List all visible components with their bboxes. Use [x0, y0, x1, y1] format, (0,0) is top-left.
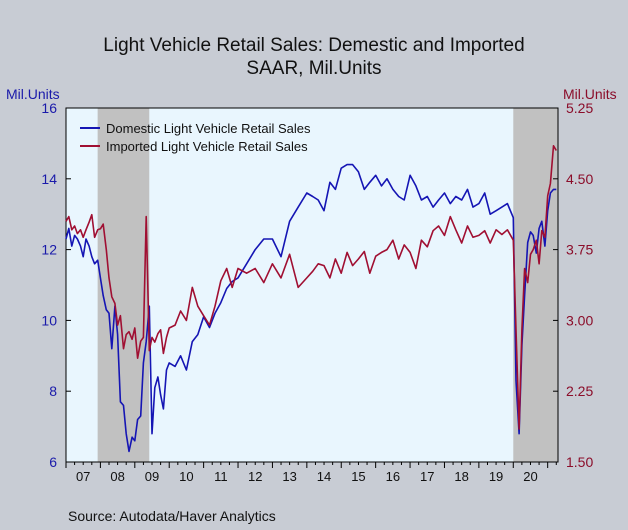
- right-axis-tick-label-1: 2.25: [566, 383, 593, 399]
- right-axis-tick-label-3: 3.75: [566, 242, 593, 258]
- chart-subtitle: SAAR, Mil.Units: [246, 58, 382, 79]
- right-axis-unit-label: Mil.Units: [563, 86, 617, 102]
- x-axis-tick-label-9: 16: [386, 469, 400, 484]
- x-axis-tick-label-1: 08: [110, 469, 124, 484]
- plot-frame: [65, 107, 559, 463]
- legend-label-1: Imported Light Vehicle Retail Sales: [106, 139, 308, 154]
- left-axis-tick-label-0: 6: [49, 454, 57, 470]
- left-axis-tick-label-2: 10: [41, 312, 57, 328]
- x-axis-tick-label-10: 17: [420, 469, 434, 484]
- left-axis-tick-label-1: 8: [49, 383, 57, 399]
- legend-label-0: Domestic Light Vehicle Retail Sales: [106, 121, 311, 136]
- left-axis-tick-label-5: 16: [41, 100, 57, 116]
- x-axis-tick-label-7: 14: [317, 469, 331, 484]
- right-axis-tick-label-5: 5.25: [566, 100, 593, 116]
- right-axis-tick-label-4: 4.50: [566, 171, 593, 187]
- domestic-sales-line: [65, 163, 557, 453]
- x-axis-tick-label-6: 13: [282, 469, 296, 484]
- x-axis-tick-label-11: 18: [454, 469, 468, 484]
- x-axis-tick-label-4: 11: [214, 469, 228, 484]
- x-axis-tick-label-3: 10: [179, 469, 193, 484]
- x-axis-tick-label-8: 15: [351, 469, 365, 484]
- left-axis-tick-label-3: 12: [41, 242, 57, 258]
- chart-title-main: Light Vehicle Retail Sales: Demestic and…: [103, 35, 525, 56]
- right-axis-tick-label-2: 3.00: [566, 312, 593, 328]
- right-axis-tick-label-0: 1.50: [566, 454, 593, 470]
- x-axis-tick-label-0: 07: [76, 469, 90, 484]
- x-axis-tick-label-5: 12: [248, 469, 262, 484]
- x-axis-tick-label-12: 19: [489, 469, 503, 484]
- chart-title: Light Vehicle Retail Sales: Demestic and…: [0, 34, 628, 80]
- left-axis-tick-label-4: 14: [41, 171, 57, 187]
- x-axis-tick-label-2: 09: [145, 469, 159, 484]
- imported-sales-line: [65, 145, 557, 430]
- left-axis-unit-label: Mil.Units: [6, 86, 60, 102]
- source-note: Source: Autodata/Haver Analytics: [68, 508, 276, 524]
- x-axis-tick-label-13: 20: [523, 469, 537, 484]
